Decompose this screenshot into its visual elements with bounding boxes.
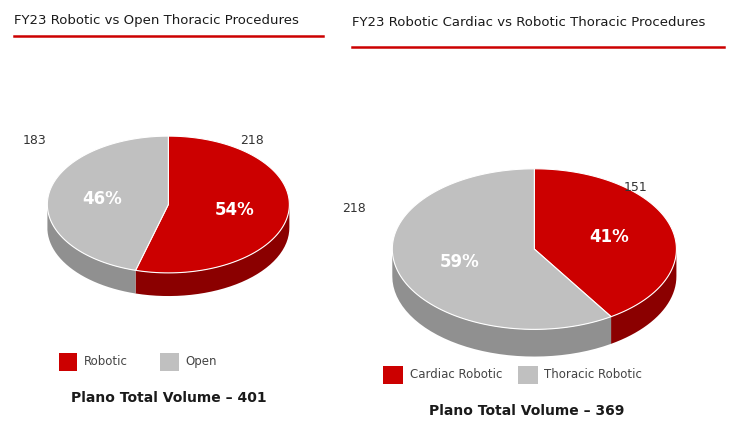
Polygon shape: [48, 207, 135, 294]
Bar: [59, 353, 78, 371]
Text: FY23 Robotic vs Open Thoracic Procedures: FY23 Robotic vs Open Thoracic Procedures: [14, 14, 299, 27]
Polygon shape: [48, 136, 168, 271]
Text: 41%: 41%: [589, 228, 630, 246]
Text: 183: 183: [23, 134, 47, 147]
Text: Plano Total Volume – 369: Plano Total Volume – 369: [430, 404, 624, 418]
Text: Cardiac Robotic: Cardiac Robotic: [410, 368, 502, 382]
Polygon shape: [611, 249, 676, 344]
Text: 46%: 46%: [83, 191, 122, 208]
Polygon shape: [392, 169, 611, 329]
Text: 218: 218: [342, 202, 365, 215]
Text: 59%: 59%: [439, 253, 479, 271]
Text: FY23 Robotic Cardiac vs Robotic Thoracic Procedures: FY23 Robotic Cardiac vs Robotic Thoracic…: [352, 16, 705, 29]
Bar: [160, 353, 179, 371]
Text: 151: 151: [624, 181, 647, 194]
Polygon shape: [135, 136, 289, 273]
Polygon shape: [392, 249, 611, 357]
Text: Robotic: Robotic: [83, 355, 127, 368]
Text: Plano Total Volume – 401: Plano Total Volume – 401: [70, 391, 266, 405]
Text: 218: 218: [240, 134, 264, 147]
Text: Open: Open: [185, 355, 217, 368]
Text: Thoracic Robotic: Thoracic Robotic: [545, 368, 643, 382]
Bar: [518, 366, 538, 384]
Polygon shape: [534, 169, 676, 317]
Text: 54%: 54%: [214, 201, 254, 218]
Bar: [383, 366, 403, 384]
Polygon shape: [135, 204, 289, 296]
